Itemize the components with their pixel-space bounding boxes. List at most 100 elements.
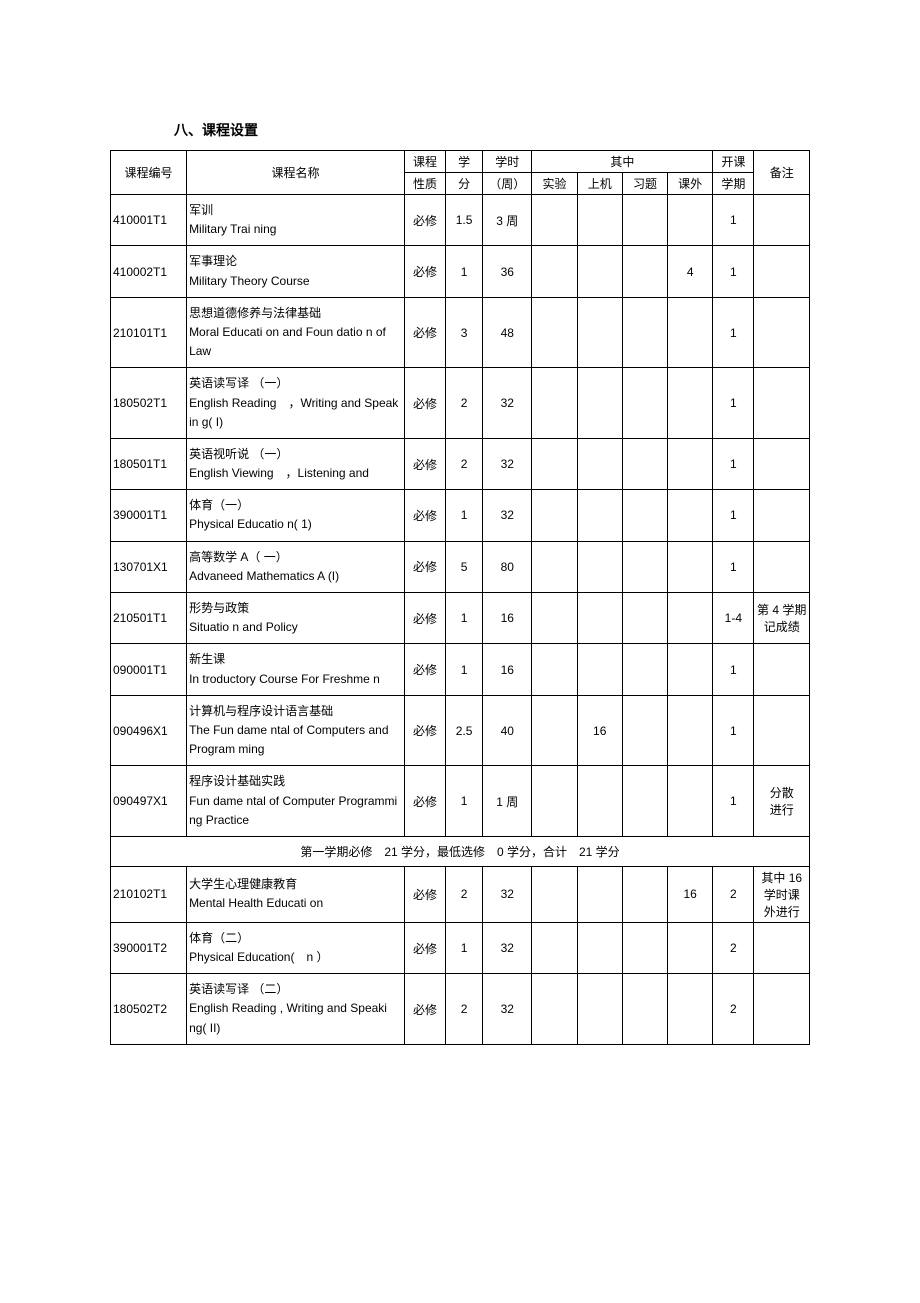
cell-type: 必修 [404,297,445,368]
cell-type: 必修 [404,866,445,922]
cell-ex [622,766,667,837]
cell-exp [532,368,577,439]
cell-name: 计算机与程序设计语言基础The Fun dame ntal of Compute… [187,695,405,766]
cell-ex [622,695,667,766]
cell-name: 英语读写译 （二）English Reading , Writing and S… [187,974,405,1045]
cell-sem: 1 [713,438,754,489]
cell-hours: 32 [483,438,532,489]
cell-hours: 32 [483,490,532,541]
cell-type: 必修 [404,490,445,541]
section-title: 八、课程设置 [174,120,810,140]
cell-name: 新生课In troductory Course For Freshme n [187,644,405,695]
cell-credits: 3 [446,297,483,368]
cell-type: 必修 [404,438,445,489]
cell-credits: 1 [446,490,483,541]
cell-note [754,644,810,695]
cell-note [754,922,810,973]
cell-hours: 32 [483,368,532,439]
cell-ex [622,246,667,297]
cell-sem: 2 [713,922,754,973]
cell-hours: 32 [483,974,532,1045]
cell-code: 090497X1 [111,766,187,837]
cell-sem: 1 [713,368,754,439]
table-row: 210101T1思想道德修养与法律基础Moral Educati on and … [111,297,810,368]
col-credits-bot: 分 [446,173,483,195]
cell-comp [577,297,622,368]
cell-ex [622,974,667,1045]
cell-note [754,368,810,439]
cell-ex [622,490,667,541]
cell-out [668,368,713,439]
cell-exp [532,766,577,837]
col-sub: 其中 [532,151,713,173]
col-hours-top: 学时 [483,151,532,173]
table-row: 410001T1军训Military Trai ning必修1.53 周1 [111,195,810,246]
cell-note: 第 4 学期记成绩 [754,593,810,644]
cell-credits: 2 [446,974,483,1045]
cell-credits: 2.5 [446,695,483,766]
cell-out [668,438,713,489]
cell-exp [532,246,577,297]
cell-out [668,922,713,973]
cell-out [668,490,713,541]
cell-note [754,490,810,541]
cell-comp [577,766,622,837]
table-row: 410002T1军事理论Military Theory Course必修1364… [111,246,810,297]
table-row: 090497X1程序设计基础实践Fun dame ntal of Compute… [111,766,810,837]
cell-out [668,974,713,1045]
cell-hours: 48 [483,297,532,368]
cell-comp [577,490,622,541]
cell-comp [577,438,622,489]
cell-credits: 1 [446,593,483,644]
cell-ex [622,644,667,695]
table-row: 390001T1体育（一）Physical Educatio n( 1)必修13… [111,490,810,541]
cell-type: 必修 [404,195,445,246]
cell-note: 其中 16学时课外进行 [754,866,810,922]
col-type-bot: 性质 [404,173,445,195]
cell-out: 4 [668,246,713,297]
cell-code: 130701X1 [111,541,187,592]
summary-row: 第一学期必修 21 学分，最低选修 0 学分，合计 21 学分 [111,836,810,866]
document-page: 八、课程设置 课程编号 课程名称 课程 学 学时 其中 开课 备注 性质 分 （… [0,0,920,1045]
cell-comp [577,541,622,592]
cell-comp [577,922,622,973]
cell-code: 390001T1 [111,490,187,541]
cell-credits: 2 [446,368,483,439]
cell-name: 英语视听说 （一）English Viewing ，Listening and [187,438,405,489]
cell-credits: 5 [446,541,483,592]
cell-exp [532,593,577,644]
cell-ex [622,438,667,489]
cell-comp [577,593,622,644]
cell-hours: 32 [483,866,532,922]
cell-ex [622,866,667,922]
cell-code: 390001T2 [111,922,187,973]
cell-sem: 2 [713,974,754,1045]
cell-type: 必修 [404,368,445,439]
cell-hours: 36 [483,246,532,297]
cell-credits: 1 [446,246,483,297]
cell-exp [532,974,577,1045]
curriculum-table: 课程编号 课程名称 课程 学 学时 其中 开课 备注 性质 分 （周） 实验 上… [110,150,810,1045]
cell-out [668,195,713,246]
cell-note [754,246,810,297]
cell-name: 体育（二）Physical Education( n ） [187,922,405,973]
cell-sem: 1-4 [713,593,754,644]
cell-credits: 1 [446,644,483,695]
cell-name: 体育（一）Physical Educatio n( 1) [187,490,405,541]
cell-note [754,438,810,489]
cell-note [754,195,810,246]
col-hours-bot: （周） [483,173,532,195]
cell-ex [622,541,667,592]
cell-hours: 40 [483,695,532,766]
cell-name: 程序设计基础实践Fun dame ntal of Computer Progra… [187,766,405,837]
cell-credits: 1 [446,922,483,973]
cell-code: 180501T1 [111,438,187,489]
cell-name: 英语读写译 （一）English Reading ，Writing and Sp… [187,368,405,439]
cell-hours: 16 [483,593,532,644]
table-row: 210102T1大学生心理健康教育Mental Health Educati o… [111,866,810,922]
cell-ex [622,195,667,246]
cell-sem: 1 [713,644,754,695]
col-sem-top: 开课 [713,151,754,173]
cell-type: 必修 [404,695,445,766]
cell-sem: 1 [713,490,754,541]
